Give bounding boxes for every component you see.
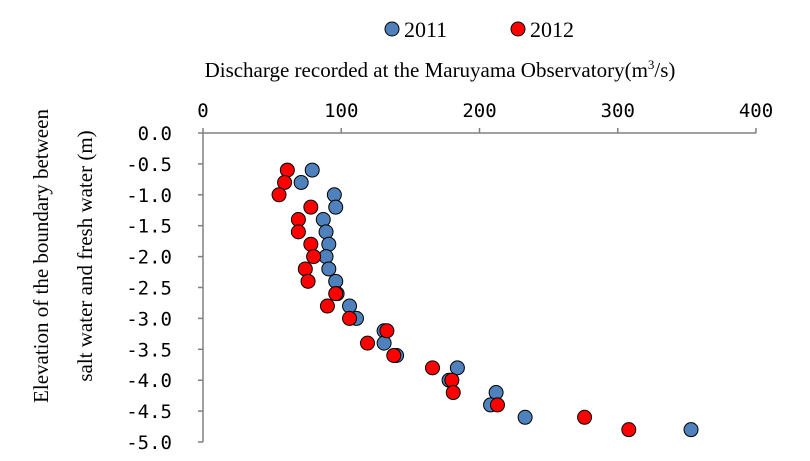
y-tick-label: -3.0 <box>126 308 172 330</box>
data-points <box>271 162 699 438</box>
y-tick-label: -4.5 <box>126 401 172 423</box>
y-tick-label: -1.0 <box>126 185 172 207</box>
x-ticks: 0 100 200 300 400 <box>197 100 773 133</box>
data-point-2011 <box>326 187 342 203</box>
y-ticks: 0.0 -0.5 -1.0 -1.5 -2.0 -2.5 -3.0 -3.5 -4.0 -4.5 -… <box>126 123 203 454</box>
data-point-2011 <box>318 224 334 240</box>
x-axis-title: Discharge recorded at the Maruyama Obser… <box>205 57 676 82</box>
data-point-2012 <box>271 187 287 203</box>
data-point-2011 <box>321 261 337 277</box>
x-tick-label: 100 <box>324 100 358 122</box>
legend-marker-2011 <box>384 21 400 37</box>
data-point-2012 <box>279 162 295 178</box>
y-tick-label: -1.5 <box>126 216 172 238</box>
legend: 2011 2012 <box>384 17 574 42</box>
data-point-2011 <box>376 335 392 351</box>
y-axis-title-line1: Elevation of the boundary between <box>29 109 53 403</box>
data-point-2012 <box>290 224 306 240</box>
data-point-2011 <box>315 212 331 228</box>
data-point-2012 <box>342 310 358 326</box>
x-tick-label: 200 <box>462 100 496 122</box>
series-2012 <box>271 162 637 438</box>
data-point-2012 <box>303 236 319 252</box>
y-tick-label: -3.5 <box>126 339 172 361</box>
y-tick-label: 0.0 <box>138 123 172 145</box>
data-point-2012 <box>621 422 637 438</box>
data-point-2012 <box>297 261 313 277</box>
y-tick-label: -0.5 <box>126 154 172 176</box>
y-tick-label: -5.0 <box>126 432 172 454</box>
data-point-2012 <box>303 199 319 215</box>
data-point-2011 <box>304 162 320 178</box>
data-point-2011 <box>318 249 334 265</box>
data-point-2011 <box>683 422 699 438</box>
data-point-2012 <box>379 323 395 339</box>
data-point-2012 <box>444 372 460 388</box>
data-point-2012 <box>319 298 335 314</box>
x-tick-label: 300 <box>601 100 635 122</box>
data-point-2012 <box>300 273 316 289</box>
y-tick-label: -4.0 <box>126 370 172 392</box>
y-tick-label: -2.5 <box>126 278 172 300</box>
y-axis-title-line2: salt water and fresh water (m) <box>73 130 97 381</box>
x-axis-title-tail: /s) <box>654 58 675 82</box>
data-point-2011 <box>517 409 533 425</box>
series-2011 <box>293 162 699 438</box>
data-point-2011 <box>293 174 309 190</box>
legend-marker-2012 <box>510 21 526 37</box>
legend-label-2012: 2012 <box>530 17 574 42</box>
x-tick-label: 400 <box>739 100 773 122</box>
data-point-2012 <box>360 335 376 351</box>
data-point-2011 <box>321 236 337 252</box>
data-point-2011 <box>328 199 344 215</box>
x-axis-title-main: Discharge recorded at the Maruyama Obser… <box>205 58 648 82</box>
y-tick-label: -2.0 <box>126 247 172 269</box>
data-point-2011 <box>449 360 465 376</box>
data-point-2012 <box>277 174 293 190</box>
data-point-2012 <box>328 286 344 302</box>
data-point-2012 <box>306 249 322 265</box>
data-point-2012 <box>489 397 505 413</box>
legend-label-2011: 2011 <box>404 17 447 42</box>
data-point-2012 <box>424 360 440 376</box>
data-point-2012 <box>577 409 593 425</box>
x-tick-label: 0 <box>197 100 208 122</box>
data-point-2012 <box>386 347 402 363</box>
data-point-2012 <box>445 385 461 401</box>
x-axis-title-superscript: 3 <box>648 57 655 72</box>
